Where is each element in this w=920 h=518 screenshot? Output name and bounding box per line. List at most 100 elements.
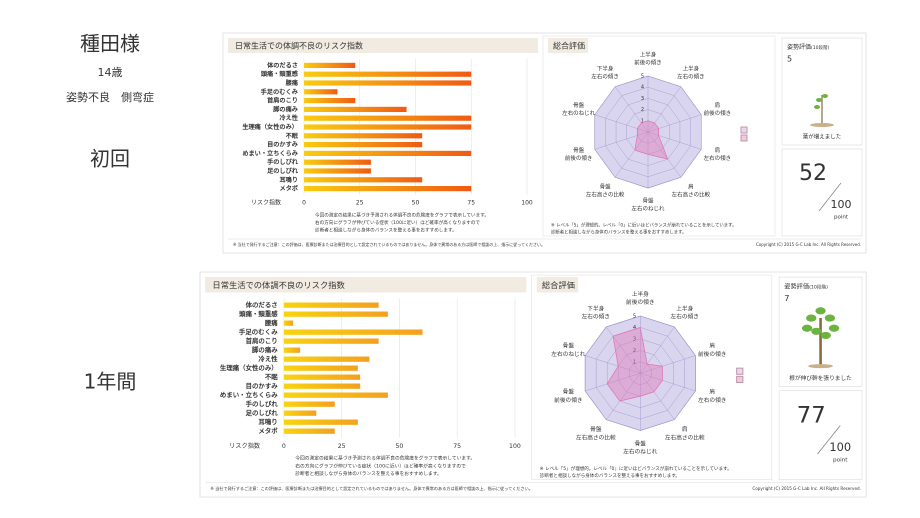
- bar-title-bg: [205, 277, 527, 293]
- radar-axis: [614, 131, 649, 178]
- x-tick-label: 50: [395, 443, 403, 450]
- axis-label: 上半身: [640, 51, 657, 59]
- patient-condition: 姿勢不良 側弯症: [66, 90, 154, 104]
- score-scale: (10段階): [811, 44, 829, 51]
- score-max: 100: [829, 440, 851, 454]
- axis-label: 左右高さの比較: [586, 191, 625, 199]
- bar-title-bg: [228, 38, 538, 53]
- radar-area: [634, 120, 669, 160]
- category-label: メタボ: [258, 426, 278, 435]
- radar-axis: [606, 326, 641, 374]
- radar-axis: [647, 114, 702, 133]
- bar: [283, 356, 370, 362]
- x-tick-label: 100: [521, 200, 533, 207]
- axis-label: 左右高さの比較: [576, 433, 616, 441]
- axis-label: 肩: [715, 101, 721, 109]
- note: 今回の測定の結果に基づき予測される体調不良の危険度をグラフで表示しています。: [315, 212, 489, 219]
- radar-axis: [594, 114, 649, 133]
- tree-leaf: [820, 331, 831, 340]
- copyright: Copyright (C) 2015 G-C Lab Inc. All Righ…: [752, 486, 861, 491]
- bar: [304, 150, 472, 156]
- note: 診断者と相談しながら身体のバランスを整える事をおすすめします。: [295, 470, 441, 477]
- note: 右の方向にグラフが伸びている症状（100に近い）ほど確率が高くなりますので: [315, 219, 480, 226]
- note: ※ レベル「5」が理想的。レベル「0」に近いほどバランスが崩れていることを示して…: [551, 222, 737, 229]
- radar-axis: [614, 86, 649, 133]
- axis-label: 前後の傾き: [554, 396, 582, 404]
- score-max: 100: [831, 198, 852, 211]
- axis-label: 肩: [715, 146, 721, 154]
- radar-axis: [647, 86, 682, 133]
- bar: [283, 374, 361, 380]
- score-message: 根が伸び幹を張りました: [789, 374, 852, 382]
- bar: [304, 124, 472, 130]
- score-level: 7: [784, 293, 789, 303]
- radar-section: [542, 35, 776, 237]
- axis-label: 左右のねじれ: [631, 205, 665, 213]
- bar: [304, 133, 423, 139]
- score-unit: point: [833, 458, 848, 464]
- bar: [304, 186, 472, 192]
- score-box: [781, 148, 863, 237]
- score-title: 姿勢評価(10段階): [784, 282, 828, 290]
- tree-leaf: [806, 314, 817, 322]
- tree-leaf: [801, 324, 813, 332]
- category-label: めまい・立ちくらみ: [242, 149, 298, 157]
- axis-label: 左右の傾き: [698, 396, 726, 404]
- axis-label: 前後の傾き: [698, 350, 726, 358]
- x-tick-label: 25: [356, 200, 364, 207]
- radar-axis: [585, 373, 641, 392]
- axis-label: 前後の傾き: [626, 298, 654, 306]
- patient-age: 14歳: [98, 66, 123, 79]
- r-tick-label: 4: [633, 325, 636, 331]
- bar: [304, 168, 371, 174]
- axis-label: 骨盤: [635, 439, 647, 447]
- axis-label: 左右の傾き: [591, 72, 619, 80]
- x-tick-label: 75: [467, 200, 475, 207]
- bar: [304, 106, 407, 112]
- x-tick-label: 0: [302, 200, 306, 207]
- x-tick-label: 75: [453, 443, 461, 450]
- radar-axis: [640, 355, 696, 374]
- radar-axis: [640, 373, 675, 420]
- axis-label: 上半身: [632, 290, 649, 298]
- category-label: 生理痛（女性のみ）: [220, 363, 278, 372]
- axis-label: 前後の傾き: [704, 109, 732, 117]
- bar: [283, 428, 335, 434]
- x-axis-label: リスク指数: [229, 442, 260, 450]
- score-title: 姿勢評価: [784, 282, 809, 290]
- r-tick-label: 2: [641, 107, 644, 113]
- category-label: 生理痛（女性のみ）: [242, 123, 298, 131]
- bar: [283, 392, 388, 398]
- radar-axis: [606, 373, 641, 420]
- x-tick-label: 100: [509, 443, 521, 450]
- bar: [304, 89, 338, 95]
- note: 診断者と相談しながら身体のバランスを整える事をおすすめします。: [540, 472, 680, 479]
- axis-label: 前後の傾き: [565, 154, 593, 162]
- tree-leaf: [824, 314, 836, 322]
- category-label: 不眠: [286, 132, 299, 140]
- axis-label: 骨盤: [573, 101, 585, 109]
- r-tick-label: 4: [641, 85, 644, 91]
- x-tick-label: 0: [282, 443, 286, 450]
- tree-leaf: [814, 105, 820, 109]
- category-label: 体のだるさ: [267, 61, 298, 69]
- radar-title-bg: [548, 38, 588, 53]
- category-label: 手のしびれ: [246, 399, 279, 408]
- radar-axis: [640, 373, 696, 392]
- radar-axis: [640, 326, 675, 374]
- category-label: 不眠: [265, 372, 278, 381]
- bar-title: 日常生活での体調不良のリスク指数: [212, 280, 344, 290]
- axis-label: 上半身: [676, 304, 693, 312]
- axis-label: 上半身: [683, 64, 700, 72]
- axis-label: 下半身: [597, 64, 614, 72]
- radar-title: 総合評価: [553, 41, 585, 51]
- tree-ground: [808, 364, 833, 369]
- category-label: 目のかすみ: [246, 382, 279, 390]
- r-tick-label: 3: [633, 336, 636, 342]
- category-label: 目のかすみ: [267, 141, 299, 149]
- category-label: 脚の痛み: [273, 105, 299, 113]
- bar: [283, 311, 388, 317]
- radar-area: [606, 326, 663, 402]
